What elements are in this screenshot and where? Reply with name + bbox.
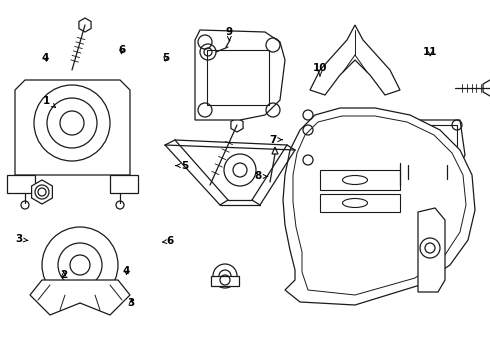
Polygon shape: [30, 280, 130, 315]
Text: 5: 5: [176, 161, 189, 171]
Polygon shape: [418, 208, 445, 292]
Bar: [211, 276, 239, 286]
Text: 1: 1: [43, 96, 55, 107]
Polygon shape: [110, 175, 138, 193]
Polygon shape: [15, 80, 130, 175]
Text: 4: 4: [122, 266, 130, 276]
Polygon shape: [79, 18, 91, 32]
Text: 5: 5: [162, 53, 169, 63]
Polygon shape: [195, 30, 285, 120]
Polygon shape: [293, 116, 466, 295]
Text: 11: 11: [423, 47, 438, 57]
Text: 7: 7: [269, 135, 282, 145]
Bar: [207, 50, 269, 105]
Polygon shape: [32, 180, 52, 204]
Text: 8: 8: [255, 171, 268, 181]
Text: 3: 3: [15, 234, 28, 244]
Text: 2: 2: [60, 270, 67, 280]
Text: 6: 6: [118, 45, 125, 55]
Bar: [320, 170, 400, 190]
Bar: [398, 125, 457, 160]
Polygon shape: [231, 118, 243, 132]
Polygon shape: [7, 175, 35, 193]
Polygon shape: [483, 80, 490, 96]
Text: 6: 6: [163, 236, 173, 246]
Polygon shape: [310, 25, 400, 95]
Bar: [320, 194, 400, 212]
Text: 10: 10: [313, 63, 327, 76]
Polygon shape: [272, 147, 278, 154]
Text: 3: 3: [128, 298, 135, 308]
Text: 9: 9: [226, 27, 233, 41]
Polygon shape: [390, 120, 465, 165]
Polygon shape: [283, 108, 475, 305]
Polygon shape: [392, 176, 408, 194]
Text: 4: 4: [42, 53, 49, 63]
